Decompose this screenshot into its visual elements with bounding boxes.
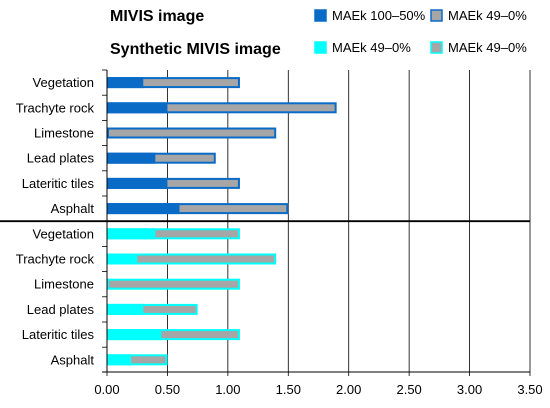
- category-label-0-4: Lateritic tiles: [22, 176, 95, 191]
- legend-title-1: Synthetic MIVIS image: [110, 41, 281, 58]
- axes: [0, 69, 531, 376]
- bar-maek-100-50-1-4: [107, 329, 162, 341]
- bar-maek-49-0-0-3: [155, 154, 214, 162]
- bar-maek-100-50-0-4: [107, 177, 168, 189]
- category-label-1-4: Lateritic tiles: [22, 327, 95, 342]
- bar-maek-49-0-0-0: [143, 79, 238, 87]
- x-tick-label-7: 3.50: [517, 382, 542, 397]
- legend-label-0-0: MAEk 100–50%: [332, 8, 426, 23]
- category-label-1-2: Limestone: [34, 277, 94, 292]
- legend-label-1-1: MAEk 49–0%: [448, 40, 527, 55]
- category-label-1-0: Vegetation: [33, 226, 94, 241]
- bar-maek-100-50-1-3: [107, 303, 144, 315]
- bar-maek-49-0-1-2: [109, 280, 238, 288]
- legend-label-0-1: MAEk 49–0%: [448, 8, 527, 23]
- bar-maek-100-50-1-5: [107, 354, 132, 366]
- bar-maek-100-50-1-1: [107, 253, 138, 265]
- bar-maek-49-0-1-4: [161, 331, 238, 339]
- bar-maek-100-50-0-5: [107, 203, 180, 215]
- legend: MIVIS image MAEk 100–50% MAEk 49–0% Synthet…: [110, 8, 527, 58]
- x-tick-label-2: 1.00: [215, 382, 240, 397]
- x-tick-label-6: 3.00: [457, 382, 482, 397]
- bar-maek-49-0-0-4: [167, 179, 238, 187]
- category-label-1-1: Trachyte rock: [16, 252, 95, 267]
- legend-swatch-1-1: [430, 41, 443, 54]
- category-label-0-1: Trachyte rock: [16, 100, 95, 115]
- bar-maek-49-0-1-1: [137, 255, 275, 263]
- bar-maek-49-0-0-5: [179, 205, 287, 213]
- bar-maek-100-50-0-0: [107, 77, 144, 89]
- bar-maek-100-50-0-3: [107, 152, 156, 164]
- labels: Vegetation Trachyte rock Limestone Lead pla…: [16, 75, 543, 397]
- bar-maek-49-0-1-3: [143, 305, 196, 313]
- category-label-0-5: Asphalt: [51, 201, 95, 216]
- category-label-0-3: Lead plates: [27, 151, 95, 166]
- x-tick-label-1: 0.50: [155, 382, 180, 397]
- category-label-1-3: Lead plates: [27, 302, 95, 317]
- legend-swatch-1-0: [314, 41, 327, 54]
- bar-maek-100-50-1-0: [107, 228, 156, 240]
- bar-maek-100-50-0-1: [107, 102, 168, 114]
- x-tick-label-5: 2.50: [396, 382, 421, 397]
- x-tick-label-4: 2.00: [336, 382, 361, 397]
- legend-swatch-0-0: [314, 9, 327, 22]
- bars: [107, 77, 337, 366]
- category-label-1-5: Asphalt: [51, 352, 95, 367]
- bar-maek-49-0-1-5: [131, 356, 166, 364]
- bar-maek-49-0-0-1: [167, 104, 335, 112]
- bar-maek-49-0-1-0: [155, 230, 238, 238]
- legend-title-0: MIVIS image: [110, 8, 204, 25]
- bar-maek-49-0-0-2: [109, 129, 275, 137]
- x-tick-label-3: 1.50: [276, 382, 301, 397]
- x-tick-label-0: 0.00: [94, 382, 119, 397]
- category-label-0-0: Vegetation: [33, 75, 94, 90]
- legend-label-1-0: MAEk 49–0%: [332, 40, 411, 55]
- legend-swatch-0-1: [430, 9, 443, 22]
- category-label-0-2: Limestone: [34, 126, 94, 141]
